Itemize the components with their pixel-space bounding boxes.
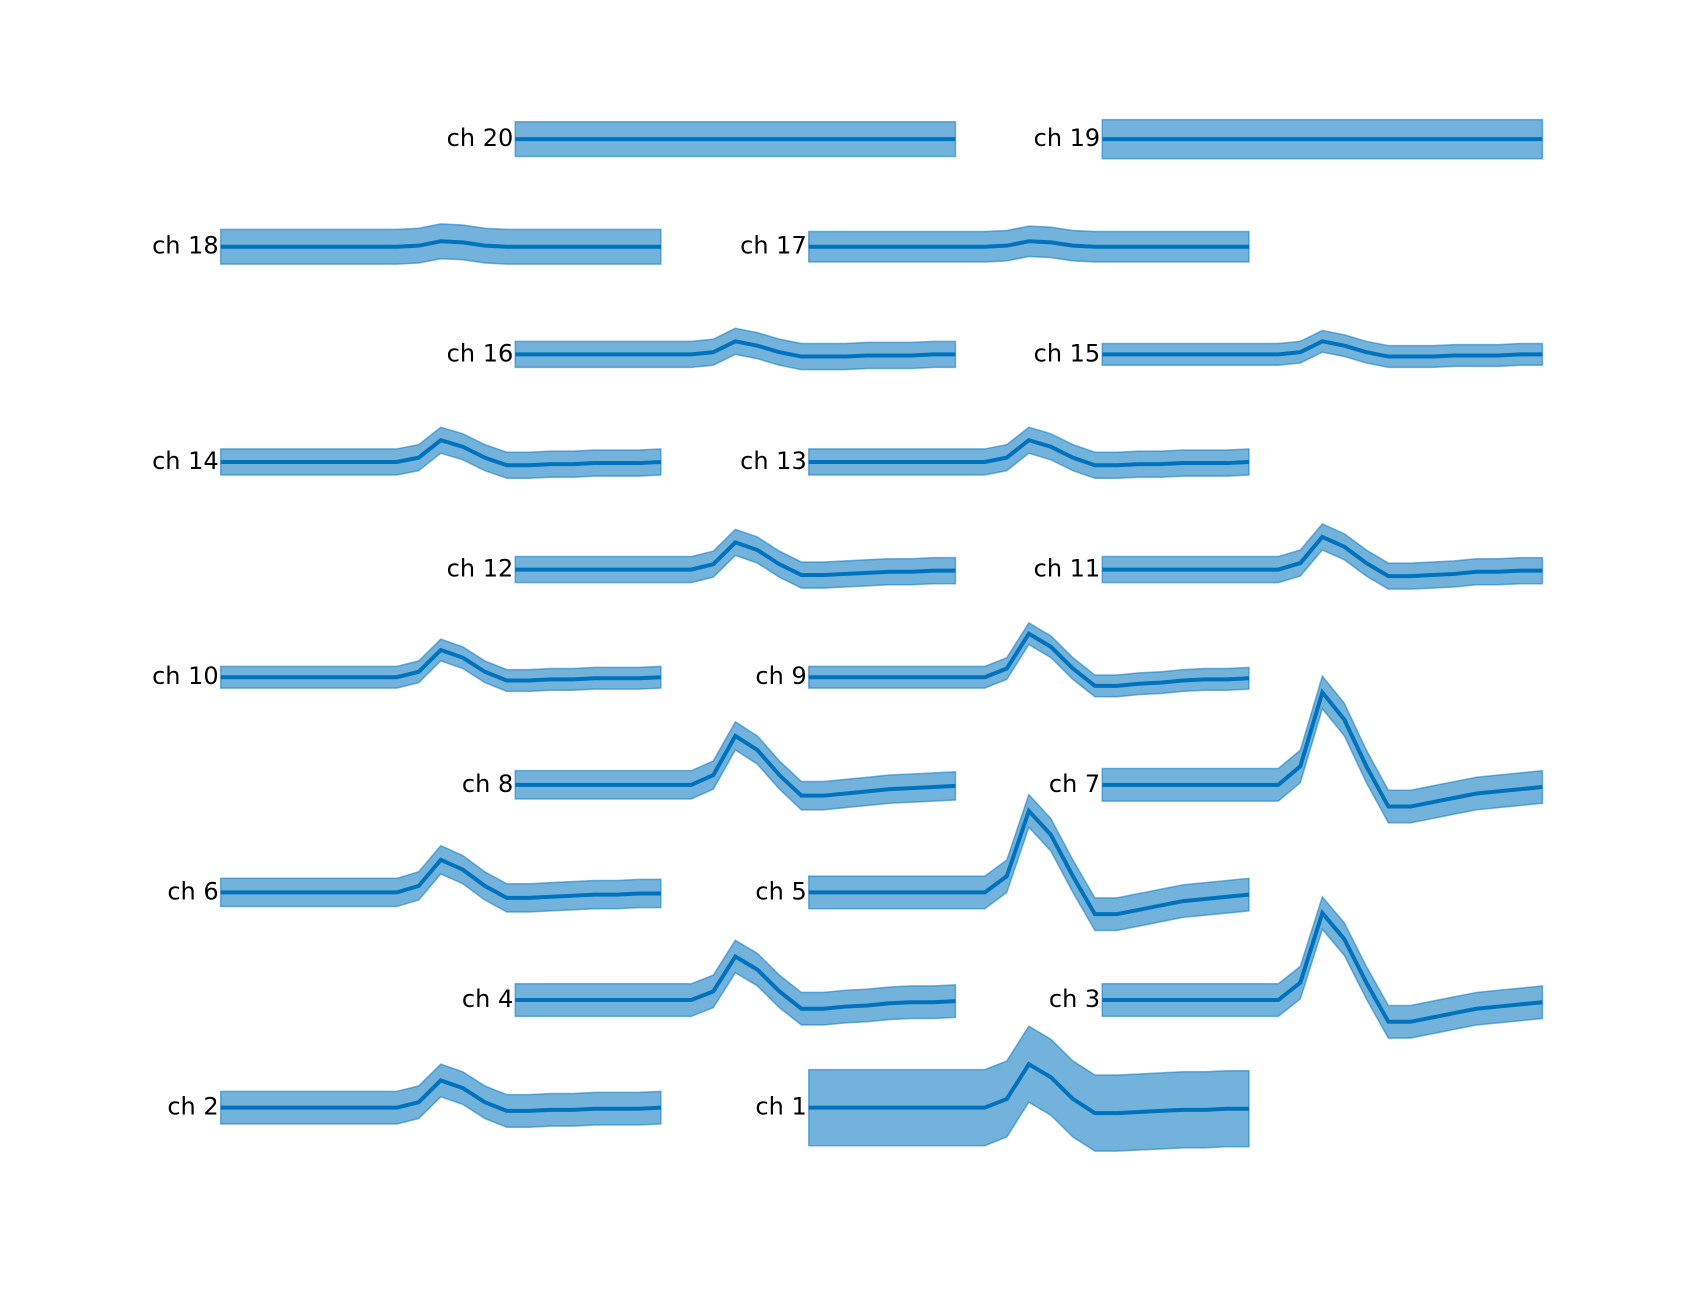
waveform-band	[807, 225, 1250, 263]
channel-label: ch 16	[447, 339, 514, 367]
waveform-mean	[515, 733, 956, 798]
waveform-mean	[808, 807, 1250, 917]
waveform-band	[1101, 329, 1544, 369]
waveform-band	[807, 1025, 1250, 1152]
waveform-mean	[220, 1078, 661, 1113]
channel-label: ch 20	[447, 124, 514, 152]
waveform-mean	[515, 540, 956, 578]
channel-label: ch 9	[755, 662, 806, 690]
channel-label: ch 6	[167, 877, 218, 905]
waveform-band	[219, 1063, 662, 1128]
waveform-band	[219, 426, 662, 480]
waveform-mean	[1102, 688, 1543, 809]
waveform-band	[219, 844, 662, 913]
channel-label: ch 10	[152, 662, 219, 690]
waveform-band	[219, 223, 662, 265]
waveform-mean	[220, 438, 661, 468]
channel-label: ch 7	[1049, 770, 1100, 798]
channel-label: ch 1	[755, 1093, 806, 1121]
channel-label: ch 15	[1034, 339, 1101, 367]
channel-label: ch 3	[1049, 985, 1100, 1013]
waveform-band	[1101, 523, 1544, 590]
waveform-mean	[515, 953, 956, 1011]
channel-label: ch 8	[462, 770, 513, 798]
waveform-mean	[808, 631, 1250, 688]
waveform-band	[807, 426, 1250, 480]
waveform-mean	[220, 857, 661, 900]
waveform-mean	[808, 438, 1250, 468]
waveform-mean	[1102, 909, 1543, 1024]
waveform-mean	[808, 1061, 1249, 1116]
channel-label: ch 11	[1034, 555, 1101, 583]
waveform-band	[1101, 895, 1544, 1039]
channel-label: ch 18	[152, 232, 219, 260]
channel-label: ch 2	[167, 1093, 218, 1121]
channel-label: ch 5	[755, 877, 806, 905]
waveform-band	[219, 638, 662, 693]
channel-label: ch 4	[462, 985, 513, 1013]
channel-label: ch 17	[740, 232, 807, 260]
waveform-band	[514, 528, 957, 589]
waveform-mean	[220, 239, 661, 249]
channel-label: ch 14	[152, 447, 219, 475]
waveform-mean	[808, 239, 1249, 249]
waveform-mean	[515, 339, 956, 359]
waveform-band	[514, 720, 957, 811]
channel-label: ch 13	[740, 447, 807, 475]
waveform-band	[514, 939, 957, 1026]
waveform-band	[807, 793, 1250, 932]
channel-label: ch 12	[447, 555, 514, 583]
waveform-mean	[1102, 534, 1543, 579]
waveform-band	[514, 327, 957, 371]
waveform-mean	[220, 647, 661, 683]
channel-label: ch 19	[1034, 124, 1101, 152]
waveform-mean	[1102, 339, 1543, 359]
